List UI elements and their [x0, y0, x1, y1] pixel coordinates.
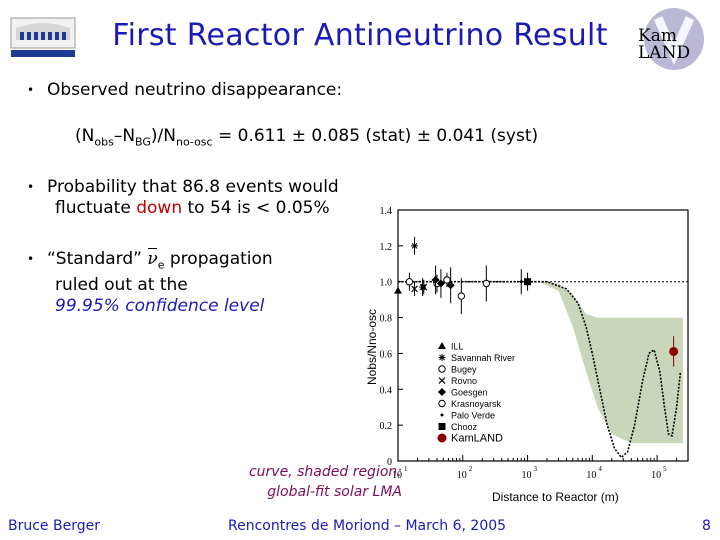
reactor-chart: 00.20.40.60.81.01.21.4101102103104105Dis…: [365, 206, 689, 504]
legend-marker-ill: [438, 342, 446, 349]
legend-label-goesgen: Goesgen: [451, 388, 488, 398]
legend-label-krasnoyarsk: Krasnoyarsk: [451, 399, 502, 409]
y-tick-label: 1.0: [380, 278, 393, 289]
legend-label-palo-verde: Palo Verde: [451, 411, 495, 421]
kamland-logo-line1: Kam: [638, 26, 677, 46]
bullet-1-text: Observed neutrino disappearance:: [47, 80, 343, 100]
legend-marker-savannah-river: [438, 354, 446, 361]
legend-label-ill: ILL: [451, 342, 464, 352]
rovno-point: [411, 285, 418, 293]
legend-marker-palo-verde: [440, 413, 444, 417]
slide-title: First Reactor Antineutrino Result: [112, 18, 608, 53]
antineutrino-symbol: ν: [147, 248, 158, 269]
legend-marker-rovno: [438, 377, 446, 384]
x-axis-label: Distance to Reactor (m): [492, 490, 619, 504]
savannah-river-point: [419, 283, 427, 291]
bullet-2-line2: fluctuate down to 54 is < 0.05%: [55, 198, 330, 218]
chooz-point: [524, 278, 532, 286]
plot-frame: [397, 209, 689, 462]
y-tick-label: 1.4: [380, 206, 393, 217]
x-tick-label: 10: [457, 470, 467, 481]
legend-label-kamland: KamLAND: [451, 433, 503, 445]
kamland-point: [669, 346, 679, 356]
kamland-logo-line2: LAND: [638, 43, 691, 63]
palo-verde-point: [519, 280, 523, 284]
bullet-3-line3: 99.95% confidence level: [55, 296, 265, 317]
x-tick-exponent: 5: [663, 465, 667, 473]
kamland-nu-icon: [644, 8, 704, 70]
x-tick-exponent: 4: [598, 465, 602, 473]
x-tick-label: 10: [651, 470, 661, 481]
bullet-3-line1: “Standard” νe propagation: [47, 248, 273, 272]
x-tick-label: 10: [392, 470, 402, 481]
bullet-2: • Probability that 86.8 events would flu…: [27, 177, 339, 218]
legend-label-bugey: Bugey: [451, 365, 477, 375]
bullet-2-line1: Probability that 86.8 events would: [47, 177, 339, 197]
y-axis-label: Nobs/Nno-osc: [365, 309, 379, 385]
goesgen-point: [446, 281, 455, 290]
legend-marker-goesgen: [438, 388, 446, 396]
legend-marker-kamland: [437, 433, 447, 443]
rovno-point: [420, 283, 428, 291]
legend-marker-krasnoyarsk: [438, 399, 446, 408]
legend-label-chooz: Chooz: [451, 422, 478, 432]
ill-point: [394, 286, 402, 294]
goesgen-point: [436, 279, 445, 288]
bullet-1: • Observed neutrino disappearance:: [27, 80, 343, 100]
y-tick-label: 0.4: [380, 385, 393, 396]
caption-line2: global-fit solar LMA: [267, 484, 402, 500]
x-tick-exponent: 1: [404, 465, 408, 473]
chart-caption: curve, shaded region: global-fit solar L…: [224, 462, 402, 502]
x-tick-label: 10: [586, 470, 596, 481]
footer-author: Bruce Berger: [8, 518, 100, 534]
y-tick-label: 1.2: [380, 242, 393, 253]
page-number: 8: [702, 518, 711, 534]
x-tick-exponent: 3: [534, 465, 538, 473]
disappearance-formula: (Nobs–NBG)/Nno-osc = 0.611 ± 0.085 (stat…: [75, 126, 539, 149]
legend-label-rovno: Rovno: [451, 376, 477, 386]
legend-marker-chooz: [438, 423, 446, 430]
y-tick-label: 0.8: [380, 314, 393, 325]
bugey-point: [405, 278, 414, 286]
goesgen-point: [431, 275, 440, 284]
x-tick-label: 10: [522, 470, 532, 481]
legend-label-savannah-river: Savannah River: [451, 353, 515, 363]
footer-conference: Rencontres de Moriond – March 6, 2005: [228, 518, 507, 534]
caption-line1: curve, shaded region:: [248, 464, 402, 480]
y-tick-label: 0: [387, 457, 392, 468]
berkeley-lab-logo: [10, 17, 76, 57]
bullet-3-line2: ruled out at the: [55, 275, 188, 296]
highlight-down: down: [136, 198, 183, 218]
bullet-3: • “Standard” νe propagation ruled out at…: [27, 248, 273, 317]
kamland-logo-text: Kam LAND: [638, 28, 690, 62]
y-tick-label: 0.6: [380, 349, 393, 360]
savannah-river-point: [411, 242, 419, 250]
y-tick-label: 0.2: [380, 421, 393, 432]
x-tick-exponent: 2: [469, 465, 473, 473]
krasnoyarsk-point: [482, 279, 491, 288]
bugey-point: [457, 292, 466, 300]
kamland-logo: Kam LAND: [630, 6, 706, 76]
krasnoyarsk-point: [443, 276, 451, 284]
lma-band: [539, 281, 683, 444]
legend-marker-bugey: [438, 365, 446, 373]
lma-curve: [398, 280, 682, 459]
